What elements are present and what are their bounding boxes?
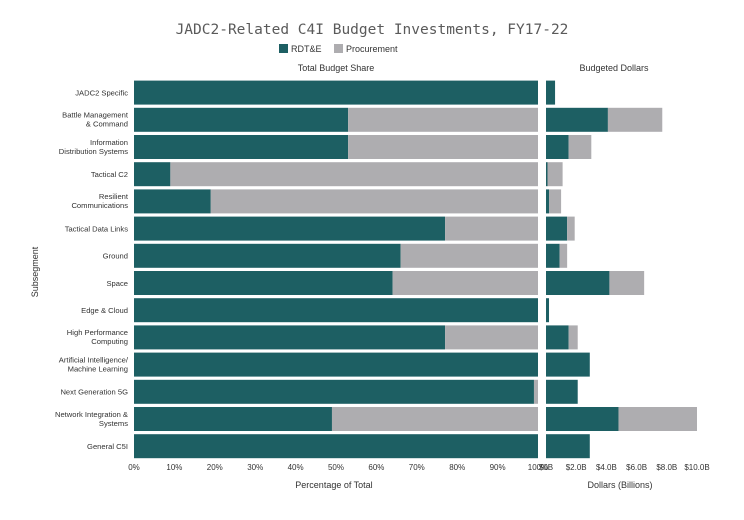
legend-label-rdte: RDT&E (291, 44, 322, 54)
left-x-ticks: 0% 10% 20% 30% 40% 50% 60% 70% 80% 90% 100% (128, 463, 548, 472)
left-bar-procurement-information-distribution-systems (348, 135, 538, 159)
category-label-jadc2-specific: JADC2 Specific (75, 88, 128, 97)
left-bar-procurement-space (392, 271, 538, 295)
legend: RDT&E Procurement (279, 44, 398, 54)
category-label-artificial-intelligence-machine-learning: Artificial Intelligence/Machine Learning (59, 355, 129, 373)
right-x-axis-title: Dollars (Billions) (587, 480, 652, 490)
right-bar-procurement-tactical-c2 (547, 162, 563, 187)
right-tick-label: $6.0B (626, 463, 647, 472)
left-bar-procurement-high-performance-computing (445, 325, 538, 350)
left-bar-procurement-battle-management-command (348, 107, 538, 132)
category-label-general-c5i: General C5I (87, 442, 128, 451)
right-bar-rdte-network-integration-systems (546, 407, 619, 431)
left-tick-label: 20% (207, 463, 223, 472)
right-tick-label: $2.0B (566, 463, 587, 472)
right-bar-rdte-space (546, 271, 610, 295)
left-tick-label: 100% (528, 463, 548, 472)
left-bar-procurement-tactical-c2 (170, 162, 539, 187)
left-bar-rdte-jadc2-specific (134, 80, 538, 105)
legend-label-procurement: Procurement (346, 44, 398, 54)
left-tick-label: 0% (128, 463, 140, 472)
right-tick-label: $4.0B (596, 463, 617, 472)
left-tick-label: 80% (449, 463, 465, 472)
left-bar-rdte-ground (134, 243, 401, 268)
right-bar-rdte-artificial-intelligence-machine-learning (546, 352, 590, 377)
category-label-network-integration-systems: Network Integration & Systems (55, 410, 128, 428)
right-bar-procurement-resilient-communications (549, 189, 562, 214)
left-bar-rdte-information-distribution-systems (134, 135, 349, 159)
category-labels: JADC2 Specific Battle Management & Command… (55, 88, 129, 451)
chart-title: JADC2-Related C4I Budget Investments, FY… (176, 22, 569, 38)
legend-swatch-rdte (279, 44, 288, 53)
legend-swatch-procurement (334, 44, 343, 53)
category-label-high-performance-computing: High Performance Computing (67, 328, 128, 346)
left-bar-rdte-edge-cloud (134, 298, 538, 323)
left-tick-label: 70% (409, 463, 425, 472)
left-tick-label: 60% (368, 463, 384, 472)
right-tick-label: $8.0B (656, 463, 677, 472)
left-bar-rdte-artificial-intelligence-machine-learning (134, 352, 538, 377)
category-label-information-distribution-systems: Information Distribution Systems (59, 138, 128, 156)
right-bar-procurement-ground (559, 243, 568, 268)
left-tick-label: 10% (166, 463, 182, 472)
y-axis-title: Subsegment (30, 246, 40, 297)
left-panel-bars (134, 80, 539, 459)
right-bar-procurement-network-integration-systems (618, 407, 697, 431)
left-bar-rdte-network-integration-systems (134, 407, 332, 431)
right-bar-rdte-jadc2-specific (546, 80, 556, 105)
right-bar-rdte-resilient-communications (546, 189, 550, 214)
left-tick-label: 30% (247, 463, 263, 472)
right-bar-rdte-edge-cloud (546, 298, 550, 323)
category-label-edge-cloud: Edge & Cloud (81, 306, 128, 315)
left-bar-rdte-general-c5i (134, 434, 538, 459)
left-tick-label: 50% (328, 463, 344, 472)
category-label-battle-management-command: Battle Management & Command (62, 111, 129, 129)
left-bar-rdte-high-performance-computing (134, 325, 446, 350)
right-bar-rdte-tactical-c2 (546, 162, 548, 187)
left-tick-label: 90% (490, 463, 506, 472)
left-bar-rdte-space (134, 271, 393, 295)
right-panel-bars (546, 80, 697, 459)
right-bar-procurement-battle-management-command (607, 107, 663, 132)
right-bar-procurement-high-performance-computing (568, 325, 578, 350)
left-bar-rdte-battle-management-command (134, 107, 349, 132)
right-bar-rdte-information-distribution-systems (546, 135, 569, 159)
category-label-ground: Ground (103, 252, 128, 261)
left-tick-label: 40% (288, 463, 304, 472)
left-bar-rdte-resilient-communications (134, 189, 211, 214)
category-label-tactical-data-links: Tactical Data Links (65, 224, 129, 233)
left-bar-procurement-next-generation-5g (533, 379, 538, 404)
left-bar-procurement-resilient-communications (210, 189, 538, 214)
left-bar-rdte-tactical-data-links (134, 216, 446, 241)
right-bar-rdte-high-performance-computing (546, 325, 569, 350)
right-bar-rdte-general-c5i (546, 434, 590, 459)
left-x-axis-title: Percentage of Total (295, 480, 372, 490)
right-bar-rdte-next-generation-5g (546, 379, 578, 404)
right-bar-procurement-tactical-data-links (567, 216, 575, 241)
left-bar-procurement-tactical-data-links (445, 216, 538, 241)
left-panel-subtitle: Total Budget Share (298, 63, 375, 73)
right-tick-label: $0B (539, 463, 553, 472)
right-bar-rdte-battle-management-command (546, 107, 608, 132)
right-bar-procurement-space (609, 271, 645, 295)
right-bar-procurement-information-distribution-systems (568, 135, 592, 159)
right-panel-subtitle: Budgeted Dollars (579, 63, 649, 73)
category-label-next-generation-5g: Next Generation 5G (60, 388, 128, 397)
right-tick-label: $10.0B (684, 463, 709, 472)
category-label-tactical-c2: Tactical C2 (91, 170, 128, 179)
category-label-space: Space (106, 279, 128, 288)
left-bar-rdte-tactical-c2 (134, 162, 171, 187)
right-bar-rdte-ground (546, 243, 560, 268)
category-label-resilient-communications: Resilient Communications (71, 192, 128, 210)
left-bar-procurement-ground (400, 243, 538, 268)
right-bar-rdte-tactical-data-links (546, 216, 568, 241)
left-bar-procurement-network-integration-systems (331, 407, 538, 431)
right-x-ticks: $0B $2.0B $4.0B $6.0B $8.0B $10.0B (539, 463, 710, 472)
left-bar-rdte-next-generation-5g (134, 379, 534, 404)
